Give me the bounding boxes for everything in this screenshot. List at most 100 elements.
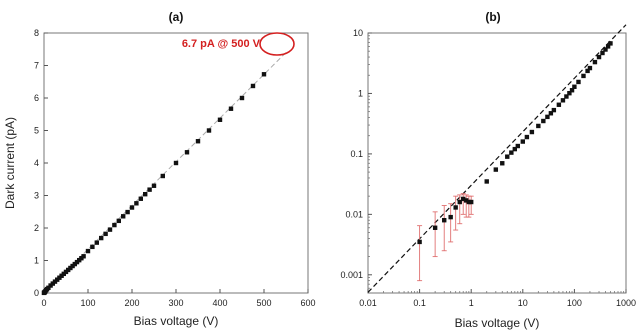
panel-a-data-point (173, 160, 179, 166)
panel-b-data-point (581, 73, 586, 79)
panel-b-data-point (587, 65, 593, 71)
panel-a-data-point (138, 196, 143, 201)
panel-b-ytick-label: 10 (353, 28, 363, 38)
panel-b-data-point (564, 94, 569, 99)
panel-b-data-point (556, 102, 562, 107)
panel-a-data-point (46, 285, 51, 290)
panel-a-data-point (107, 227, 113, 232)
panel-b-ytick-label: 1 (358, 88, 363, 98)
panel-b-data-point (509, 150, 514, 155)
panel-a-ytick-label: 5 (34, 126, 39, 136)
panel-a-points (41, 72, 267, 296)
panel-b-data-point (529, 129, 535, 135)
panel-b-data-point (463, 198, 469, 203)
panel-a-fit-line (43, 52, 287, 294)
panel-a-data-point (206, 128, 212, 133)
panel-a-data-point (103, 231, 108, 237)
panel-b-data-point (417, 239, 422, 245)
panel-b-data-point (466, 199, 472, 205)
panel-b-data-point (541, 118, 546, 124)
panel-b-data-point (567, 90, 572, 96)
panel-b-data-point (592, 59, 598, 65)
panel-b-data-point (551, 107, 557, 113)
panel-b-data-point (572, 84, 577, 89)
panel-a-data-point (151, 183, 157, 188)
panel-b-data-point (505, 154, 510, 159)
panel-a-data-point (250, 83, 256, 89)
panel-b-data-point (608, 41, 613, 46)
panel-a-data-point (112, 222, 117, 228)
panel-b-points (417, 41, 613, 245)
panel-a-ytick-label: 2 (34, 223, 39, 233)
panel-a-ytick-label: 1 (34, 256, 39, 266)
panel-b-data-point (500, 161, 505, 166)
panel-b-data-point (548, 111, 554, 116)
panel-b-data-point (560, 98, 566, 103)
panel-b-data-point (469, 199, 474, 205)
panel-b-data-point (442, 218, 447, 223)
panel-a-data-point (116, 218, 121, 224)
panel-a-title: (a) (169, 10, 184, 24)
panel-a-data-point (68, 265, 73, 271)
panel-a-data-point (99, 235, 104, 241)
panel-a-data-point (239, 95, 245, 101)
panel-a-data-point (184, 150, 190, 155)
panel-b-data-point (515, 143, 520, 149)
panel-a-ytick-label: 7 (34, 61, 39, 71)
panel-b-data-point (524, 134, 530, 140)
panel-b-error-bars (417, 193, 474, 282)
panel-a-xtick-label: 300 (168, 298, 183, 308)
panel-b-data-point (603, 47, 608, 52)
panel-b-data-point (536, 123, 541, 129)
panel-b-data-point (457, 199, 462, 205)
panel-a-ytick-label: 4 (34, 158, 39, 168)
panel-a-xtick-label: 200 (124, 298, 139, 308)
panel-b: (b) 0.01 0.1 1 10 100 1000 0.001 0.01 0.1 1 10 Bia… (340, 10, 636, 330)
panel-a-data-point (79, 256, 84, 261)
panel-b-data-point (453, 205, 458, 210)
panel-b-data-point (520, 139, 525, 144)
panel-b-title: (b) (485, 10, 500, 24)
panel-a-data-point (195, 139, 201, 144)
panel-b-data-point (576, 79, 581, 85)
panel-a-ylabel: Dark current (pA) (3, 117, 17, 209)
panel-a-data-point (81, 254, 86, 259)
panel-b-xtick-label: 100 (567, 298, 582, 308)
panel-b-data-point (600, 50, 605, 56)
panel-b-data-point (448, 214, 453, 220)
panel-b-ytick-label: 0.01 (345, 209, 363, 219)
panel-b-data-point (585, 68, 590, 74)
panel-b-data-point (545, 114, 550, 120)
panel-b-xtick-label: 0.01 (359, 298, 377, 308)
panel-b-ytick-label: 0.001 (340, 270, 363, 280)
panel-a-data-point (147, 187, 152, 192)
panel-a-data-point (94, 240, 99, 245)
panel-b-data-point (484, 179, 489, 184)
panel-a-highlight-circle (259, 32, 295, 56)
panel-b-fit-line (367, 24, 627, 293)
panel-a: (a) 0 100 200 300 400 500 600 0 1 2 3 4 5 6 7 8 6.7 pA … (3, 10, 316, 328)
panel-b-ticks: 0.01 0.1 1 10 100 1000 0.001 0.01 0.1 1 10 (340, 28, 636, 308)
panel-b-xtick-label: 10 (518, 298, 528, 308)
panel-a-data-point (228, 106, 234, 111)
panel-b-data-point (596, 54, 602, 60)
panel-a-data-point (85, 248, 91, 254)
panel-a-xtick-label: 500 (256, 298, 271, 308)
panel-a-ytick-label: 6 (34, 93, 39, 103)
panel-a-xtick-label: 100 (80, 298, 95, 308)
panel-a-ytick-label: 0 (34, 288, 39, 298)
panel-b-data-point (512, 146, 518, 152)
panel-b-data-point (493, 167, 499, 172)
panel-b-xtick-label: 1 (469, 298, 474, 308)
panel-b-xtick-label: 1000 (616, 298, 636, 308)
panel-a-xtick-label: 600 (300, 298, 315, 308)
panel-b-data-point (569, 88, 575, 93)
panel-a-data-point (134, 201, 139, 206)
panel-b-data-point (605, 44, 611, 49)
panel-a-xtick-label: 400 (212, 298, 227, 308)
panel-b-xlabel: Bias voltage (V) (455, 316, 540, 330)
panel-a-data-point (90, 244, 95, 250)
panel-a-data-point (125, 209, 130, 215)
panel-a-xtick-label: 0 (41, 298, 46, 308)
panel-a-data-point (261, 72, 267, 77)
